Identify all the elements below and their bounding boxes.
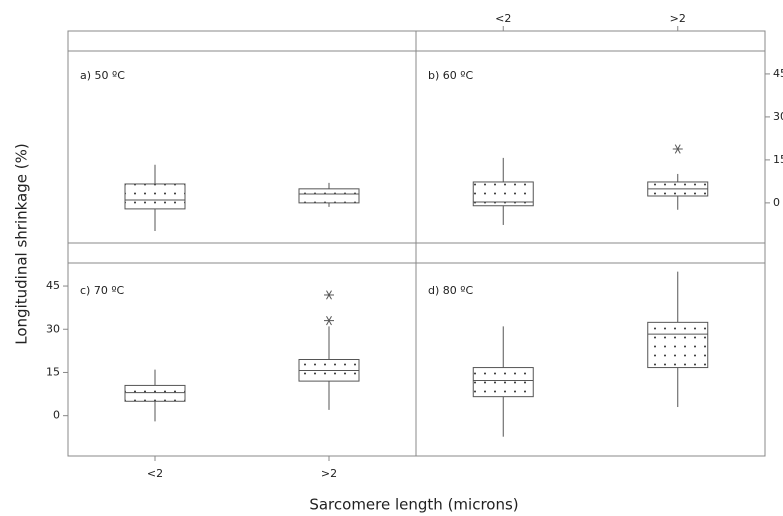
outlier	[672, 144, 683, 154]
y-tick-label: 0	[53, 409, 60, 422]
y-tick-label: 30	[773, 110, 783, 123]
box	[472, 181, 534, 207]
box	[124, 183, 186, 210]
box	[472, 367, 534, 398]
outlier	[324, 316, 334, 326]
outlier-stroke	[326, 290, 332, 300]
y-tick-label: 15	[46, 365, 60, 378]
outlier	[324, 290, 334, 300]
box	[647, 321, 709, 369]
x-tick-label: <2	[495, 12, 511, 25]
panel-label: c) 70 ºC	[80, 284, 125, 297]
x-axis-label: Sarcomere length (microns)	[309, 496, 518, 514]
panel-label: d) 80 ºC	[428, 284, 473, 297]
y-tick-label: 45	[46, 279, 60, 292]
y-tick-label: 45	[773, 67, 783, 80]
box	[124, 384, 186, 402]
outlier-stroke	[674, 144, 681, 154]
x-tick-label: <2	[147, 467, 163, 480]
panel-label: b) 60 ºC	[428, 69, 473, 82]
y-tick-label: 15	[773, 153, 783, 166]
x-tick-label: >2	[321, 467, 337, 480]
outlier-stroke	[326, 316, 332, 326]
panel-label: a) 50 ºC	[80, 69, 125, 82]
box	[298, 188, 360, 204]
y-tick-label: 0	[773, 196, 780, 209]
y-tick-label: 30	[46, 322, 60, 335]
y-axis-label: Longitudinal shrinkage (%)	[13, 143, 31, 344]
x-tick-label: >2	[670, 12, 686, 25]
